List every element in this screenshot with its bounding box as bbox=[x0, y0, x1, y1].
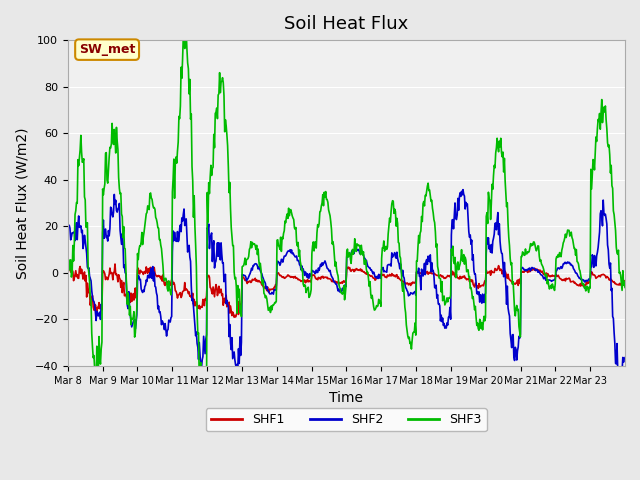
SHF3 bbox=[436, 276, 444, 282]
SHF2 bbox=[129, 320, 137, 325]
SHF1 bbox=[621, 280, 629, 286]
SHF2 bbox=[404, 289, 412, 295]
SHF3 bbox=[129, 315, 137, 321]
SHF1 bbox=[260, 284, 268, 289]
SHF2 bbox=[280, 253, 288, 259]
SHF2 bbox=[621, 355, 629, 360]
SHF3 bbox=[621, 285, 629, 290]
SHF3 bbox=[261, 291, 269, 297]
X-axis label: Time: Time bbox=[330, 391, 364, 405]
SHF1 bbox=[129, 291, 137, 297]
SHF1 bbox=[64, 259, 72, 264]
Line: SHF2: SHF2 bbox=[68, 190, 625, 376]
Legend: SHF1, SHF2, SHF3: SHF1, SHF2, SHF3 bbox=[206, 408, 487, 432]
SHF3 bbox=[405, 334, 413, 340]
SHF3 bbox=[201, 404, 209, 410]
SHF1 bbox=[230, 314, 238, 320]
SHF2 bbox=[259, 276, 267, 281]
SHF2 bbox=[64, 226, 72, 232]
SHF3 bbox=[182, 29, 190, 35]
Y-axis label: Soil Heat Flux (W/m2): Soil Heat Flux (W/m2) bbox=[15, 127, 29, 279]
SHF1 bbox=[404, 282, 412, 288]
SHF1 bbox=[232, 312, 240, 318]
Line: SHF1: SHF1 bbox=[68, 262, 625, 317]
Title: Soil Heat Flux: Soil Heat Flux bbox=[284, 15, 408, 33]
SHF2 bbox=[618, 373, 625, 379]
SHF3 bbox=[233, 310, 241, 316]
SHF3 bbox=[64, 274, 72, 280]
SHF2 bbox=[435, 301, 443, 307]
SHF1 bbox=[436, 273, 444, 279]
SHF2 bbox=[459, 187, 467, 192]
SHF1 bbox=[281, 275, 289, 281]
Text: SW_met: SW_met bbox=[79, 43, 135, 56]
SHF3 bbox=[282, 220, 289, 226]
SHF2 bbox=[232, 362, 239, 368]
Line: SHF3: SHF3 bbox=[68, 32, 625, 407]
